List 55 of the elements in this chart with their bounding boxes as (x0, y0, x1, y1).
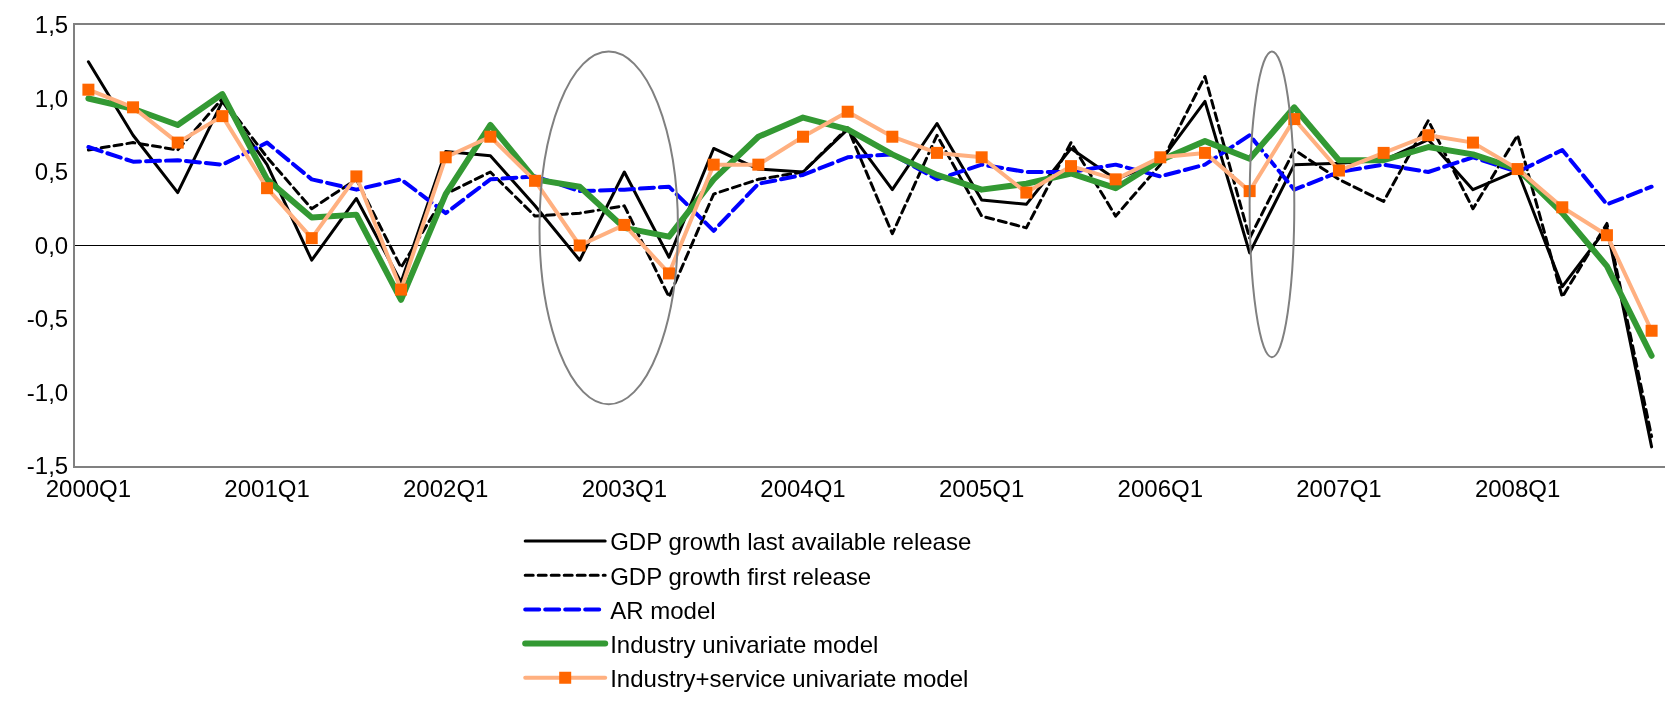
point (841, 105, 854, 118)
legend-label: Industry univariate model (610, 630, 879, 658)
point (752, 158, 765, 171)
x-tick-label: 2006Q1 (1117, 474, 1204, 502)
point (886, 130, 899, 143)
point (1154, 151, 1167, 164)
legend-label: AR model (610, 596, 716, 624)
point (127, 101, 140, 114)
point (529, 174, 542, 187)
x-tick-label: 2007Q1 (1296, 474, 1382, 502)
point (573, 239, 586, 252)
point (305, 232, 318, 245)
x-tick-label: 2005Q1 (938, 474, 1025, 502)
point (1600, 229, 1613, 242)
legend-label: GDP growth first release (610, 562, 872, 590)
y-tick-label: -0,5 (26, 305, 69, 333)
point (930, 146, 943, 159)
point (797, 130, 810, 143)
x-tick-label: 2002Q1 (403, 474, 489, 502)
point (1422, 129, 1435, 142)
point (1556, 201, 1569, 214)
point (663, 267, 676, 280)
point (1198, 146, 1211, 159)
x-tick-label: 2004Q1 (760, 474, 846, 502)
y-tick-label: -1,5 (26, 452, 69, 480)
point (618, 218, 631, 231)
point (261, 182, 274, 195)
line-series (86, 133, 1654, 233)
x-tick-label: 2001Q1 (224, 474, 310, 502)
y-tick-label: -1,0 (26, 378, 69, 406)
point (1020, 186, 1033, 199)
point (216, 110, 229, 123)
point (395, 283, 408, 296)
point (1109, 173, 1122, 186)
point (707, 158, 720, 171)
y-tick-label: 0,0 (34, 231, 69, 259)
point (1466, 136, 1479, 149)
point (484, 130, 497, 143)
legend-label: GDP growth last available release (610, 528, 972, 556)
point (350, 170, 363, 183)
point (1645, 324, 1658, 337)
point (1511, 163, 1524, 176)
y-tick-label: 0,5 (34, 158, 69, 186)
x-tick-label: 2008Q1 (1474, 474, 1561, 502)
y-tick-label: 1,0 (34, 84, 69, 112)
point (171, 136, 184, 149)
y-tick-label: 1,5 (34, 11, 69, 39)
legend-label: Industry+service univariate model (610, 665, 969, 693)
point (439, 151, 452, 164)
point (975, 151, 988, 164)
point (1377, 146, 1390, 159)
point (1064, 160, 1077, 173)
x-tick-label: 2003Q1 (581, 474, 668, 502)
point (82, 83, 95, 96)
point (1332, 164, 1345, 177)
